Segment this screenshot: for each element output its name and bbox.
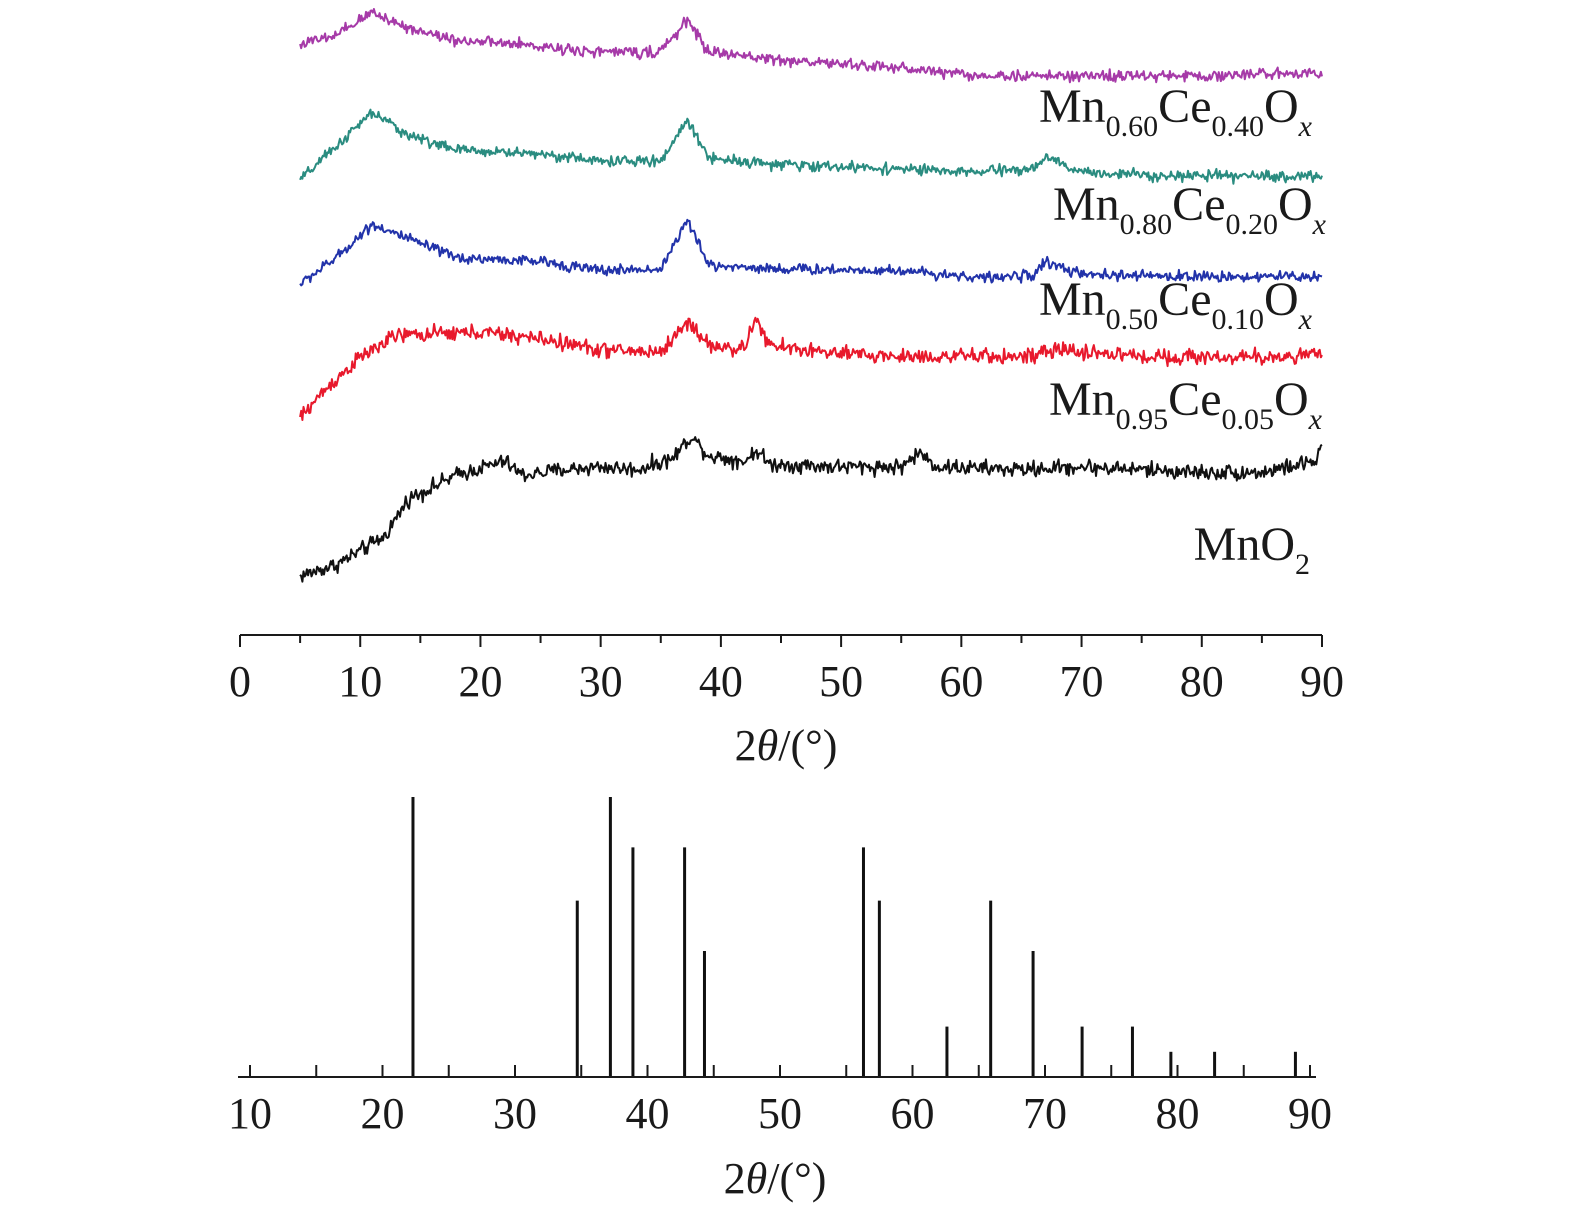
tick-label: 80 (1180, 657, 1224, 706)
series-line (299, 108, 1323, 185)
tick-label: 70 (1023, 1089, 1067, 1138)
series-label: Mn0.60Ce0.40Ox (1039, 80, 1313, 143)
series-line (299, 218, 1323, 287)
series-label: MnO2 (1194, 518, 1310, 581)
tick-label: 90 (1300, 657, 1344, 706)
tick-label: 30 (579, 657, 623, 706)
bottom-x-axis-title: 2θ/(°) (724, 1154, 827, 1203)
series-label: Mn0.95Ce0.05Ox (1049, 373, 1323, 436)
top-xrd-panel: MnO2 Mn0.95Ce0.05Ox Mn0.50Ce0.10Ox Mn0.80Ce… (229, 8, 1344, 770)
tick-label: 10 (338, 657, 382, 706)
series-line (299, 436, 1323, 583)
reference-pattern-panel: 10 20 30 40 50 60 70 80 90 2θ/(°) (228, 797, 1332, 1203)
tick-label: 70 (1060, 657, 1104, 706)
tick-label: 60 (891, 1089, 935, 1138)
tick-label: 50 (819, 657, 863, 706)
tick-label: 0 (229, 657, 251, 706)
series-line (299, 316, 1323, 421)
tick-label: 20 (361, 1089, 405, 1138)
top-x-axis: 0 10 20 30 40 50 60 70 80 90 (229, 634, 1344, 706)
tick-label: 40 (626, 1089, 670, 1138)
series-label: Mn0.50Ce0.10Ox (1039, 273, 1313, 336)
tick-label: 30 (493, 1089, 537, 1138)
tick-label: 90 (1288, 1089, 1332, 1138)
tick-label: 10 (228, 1089, 272, 1138)
xrd-traces (299, 8, 1323, 583)
tick-label: 20 (458, 657, 502, 706)
reference-peaks (411, 797, 1297, 1077)
tick-label: 80 (1156, 1089, 1200, 1138)
tick-label: 40 (699, 657, 743, 706)
series-label: Mn0.80Ce0.20Ox (1053, 178, 1327, 241)
bottom-x-axis: 10 20 30 40 50 60 70 80 90 (228, 1065, 1332, 1138)
series-labels: MnO2 Mn0.95Ce0.05Ox Mn0.50Ce0.10Ox Mn0.80Ce… (1039, 80, 1327, 581)
top-x-axis-title: 2θ/(°) (735, 721, 838, 770)
series-line (299, 8, 1323, 84)
tick-label: 50 (758, 1089, 802, 1138)
tick-label: 60 (939, 657, 983, 706)
